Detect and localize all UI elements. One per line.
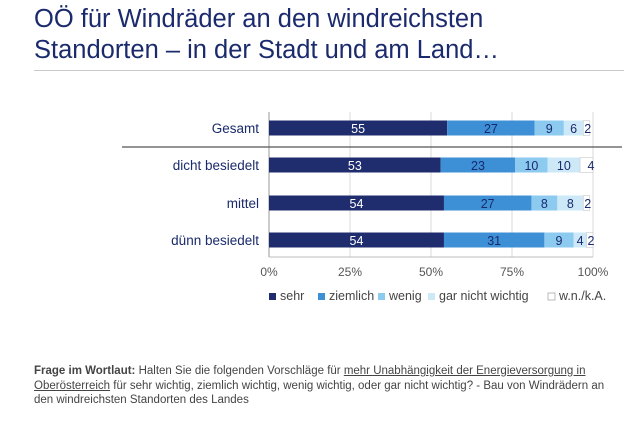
footnote-underlined: mehr Unabhängigkeit der Energieversorgun… xyxy=(34,365,586,392)
legend-label: gar nicht wichtig xyxy=(439,289,529,303)
bar-segment xyxy=(440,157,516,173)
bar-segment xyxy=(586,232,594,248)
category-label: Gesamt xyxy=(212,121,260,136)
legend-swatch xyxy=(318,293,325,300)
data-label: 27 xyxy=(481,197,495,211)
bar-segment xyxy=(269,232,444,248)
x-tick-label: 50% xyxy=(419,265,443,279)
bar-segment xyxy=(443,232,545,248)
bar-segment xyxy=(515,157,548,173)
legend-label: wenig xyxy=(388,289,422,303)
legend-label: w.n./k.A. xyxy=(558,289,606,303)
bar-segment xyxy=(447,120,535,136)
bar-segment xyxy=(557,195,584,211)
data-label: 8 xyxy=(567,197,574,211)
x-tick-label: 100% xyxy=(578,265,609,279)
x-tick-label: 0% xyxy=(260,265,278,279)
title-line-2: Standorten – in der Stadt und am Land… xyxy=(34,36,499,64)
bar-segment xyxy=(534,120,564,136)
bar-segment xyxy=(582,120,591,136)
data-label: 31 xyxy=(487,234,501,248)
data-label: 54 xyxy=(350,234,364,248)
data-label: 27 xyxy=(484,122,498,136)
bar-segment xyxy=(531,195,558,211)
x-tick-label: 25% xyxy=(338,265,362,279)
legend-swatch xyxy=(378,293,385,300)
bar-segment xyxy=(582,195,591,211)
data-label: 10 xyxy=(524,159,538,173)
data-label: 4 xyxy=(577,234,584,248)
bar-segment xyxy=(547,157,581,173)
data-label: 54 xyxy=(350,197,364,211)
bar-segment xyxy=(579,157,594,173)
bar-segment xyxy=(269,195,444,211)
data-label: 23 xyxy=(471,159,485,173)
data-label: 6 xyxy=(570,122,577,136)
legend-label: sehr xyxy=(280,289,304,303)
title-line-1: OÖ für Windräder an den windreichsten xyxy=(34,5,484,33)
data-label: 53 xyxy=(348,159,362,173)
category-label: mittel xyxy=(227,196,259,211)
legend-swatch xyxy=(428,293,435,300)
legend-label: ziemlich xyxy=(329,289,374,303)
footnote-label: Frage im Wortlaut: xyxy=(34,365,136,377)
chart-title: OÖ für Windräder an den windreichsten St… xyxy=(34,4,634,66)
data-label: 2 xyxy=(584,197,591,211)
data-label: 10 xyxy=(557,159,571,173)
bar-segment xyxy=(269,120,448,136)
bar-segment xyxy=(544,232,574,248)
bar-segment xyxy=(269,157,441,173)
title-divider xyxy=(34,70,624,71)
legend-swatch xyxy=(547,292,556,301)
data-label: 2 xyxy=(584,122,591,136)
footnote-text-before: Halten Sie die folgenden Vorschläge für xyxy=(135,365,344,377)
data-label: 55 xyxy=(351,122,365,136)
category-label: dünn besiedelt xyxy=(171,233,259,248)
data-label: 8 xyxy=(541,197,548,211)
data-label: 2 xyxy=(588,234,595,248)
footnote-text-after: für sehr wichtig, ziemlich wichtig, weni… xyxy=(34,379,605,407)
data-label: 9 xyxy=(546,122,553,136)
question-footnote: Frage im Wortlaut: Halten Sie die folgen… xyxy=(34,364,624,408)
legend-swatch xyxy=(269,293,276,300)
bar-segment xyxy=(573,232,587,248)
data-label: 4 xyxy=(588,159,595,173)
data-label: 9 xyxy=(556,234,563,248)
bar-segment xyxy=(563,120,584,136)
category-label: dicht besiedelt xyxy=(173,158,260,173)
bar-segment xyxy=(443,195,532,211)
x-tick-label: 75% xyxy=(500,265,524,279)
